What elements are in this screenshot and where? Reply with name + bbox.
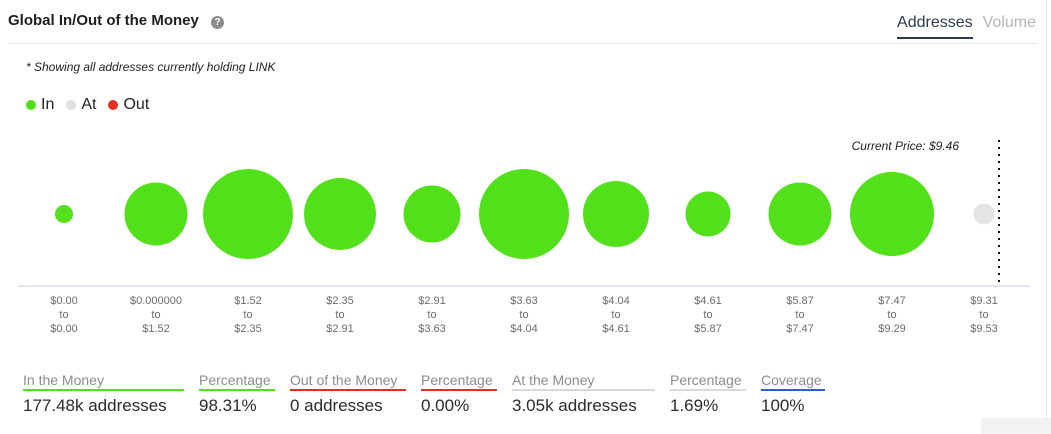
- range-label: to: [519, 309, 528, 321]
- range-label: to: [887, 309, 896, 321]
- bubble-at[interactable]: [973, 203, 995, 225]
- bubble-in[interactable]: [403, 185, 461, 243]
- bubble-in[interactable]: [203, 169, 293, 259]
- range-label: $7.47: [786, 323, 814, 335]
- stat-coverage: Coverage 100%: [761, 372, 825, 416]
- range-label: to: [979, 309, 988, 321]
- range-label: $4.04: [510, 323, 538, 335]
- range-label: to: [335, 309, 344, 321]
- range-label: $9.31: [970, 295, 998, 307]
- current-price-label: Current Price: $9.46: [852, 139, 960, 153]
- range-label: $4.61: [602, 323, 630, 335]
- stat-in-the-money: In the Money 177.48k addresses: [23, 372, 184, 416]
- legend: In At Out: [26, 96, 149, 114]
- range-label: to: [427, 309, 436, 321]
- stat-value: 98.31%: [199, 396, 257, 415]
- stat-value: 0.00%: [421, 396, 470, 415]
- holdings-note: * Showing all addresses currently holdin…: [26, 60, 276, 74]
- legend-dot-out: [108, 100, 119, 110]
- range-label: $4.04: [602, 295, 630, 307]
- range-label: to: [59, 309, 68, 321]
- bubble-in[interactable]: [768, 182, 832, 246]
- bubble-group: [55, 169, 995, 259]
- range-label: $7.47: [878, 295, 906, 307]
- legend-label-at: At: [81, 96, 97, 113]
- range-label: $0.00: [50, 295, 78, 307]
- range-label: to: [611, 309, 620, 321]
- bubble-in[interactable]: [850, 172, 934, 256]
- range-label: $5.87: [786, 295, 814, 307]
- range-label: $2.35: [234, 323, 262, 335]
- stat-label: Percentage: [421, 372, 497, 391]
- stat-value: 1.69%: [670, 396, 719, 415]
- range-label: $2.35: [326, 295, 354, 307]
- range-label: $3.63: [510, 295, 538, 307]
- page-title: Global In/Out of the Money: [8, 12, 199, 29]
- tab-addresses[interactable]: Addresses: [897, 14, 973, 39]
- stat-label: Percentage: [199, 372, 275, 391]
- iomap-bubble-chart: Current Price: $9.46 $0.00 to $0.00 $0.0000…: [18, 139, 1030, 335]
- bubble-in[interactable]: [124, 182, 188, 246]
- stat-value: 100%: [761, 396, 805, 415]
- range-label: $0.00: [50, 323, 78, 335]
- stat-label: Out of the Money: [290, 372, 406, 391]
- help-icon[interactable]: ?: [211, 16, 224, 29]
- stat-at-the-money: At the Money 3.05k addresses: [512, 372, 655, 416]
- range-label: $2.91: [326, 323, 354, 335]
- range-labels: $0.00 to $0.00 $0.000000 to $1.52 $1.52 to $2.35…: [50, 295, 998, 335]
- legend-dot-at: [66, 100, 77, 110]
- range-label: to: [703, 309, 712, 321]
- bubble-in[interactable]: [583, 181, 649, 247]
- legend-dot-in: [26, 100, 36, 110]
- stat-value: 0 addresses: [290, 396, 383, 415]
- bubble-in[interactable]: [304, 178, 376, 250]
- legend-label-out: Out: [123, 96, 150, 113]
- legend-item-out[interactable]: Out: [108, 96, 149, 114]
- bubble-in[interactable]: [479, 169, 569, 259]
- stat-label: Percentage: [670, 372, 746, 391]
- range-label: to: [151, 309, 160, 321]
- legend-item-at[interactable]: At: [66, 96, 96, 114]
- stat-value: 3.05k addresses: [512, 396, 637, 415]
- bubble-in[interactable]: [55, 205, 73, 223]
- range-label: $9.29: [878, 323, 906, 335]
- stat-in-percentage: Percentage 98.31%: [199, 372, 275, 416]
- range-label: to: [795, 309, 804, 321]
- stat-out-percentage: Percentage 0.00%: [421, 372, 497, 416]
- stat-value: 177.48k addresses: [23, 396, 167, 415]
- header-divider: [8, 43, 1038, 44]
- legend-label-in: In: [41, 96, 55, 113]
- range-label: to: [243, 309, 252, 321]
- bubble-in[interactable]: [685, 191, 731, 237]
- range-label: $3.63: [418, 323, 446, 335]
- stat-label: At the Money: [512, 372, 655, 391]
- tab-volume[interactable]: Volume: [982, 14, 1036, 31]
- stat-label: Coverage: [761, 372, 825, 391]
- range-label: $4.61: [694, 295, 722, 307]
- range-label: $2.91: [418, 295, 446, 307]
- legend-item-in[interactable]: In: [26, 96, 54, 114]
- range-label: $5.87: [694, 323, 722, 335]
- range-label: $1.52: [142, 323, 170, 335]
- range-label: $1.52: [234, 295, 262, 307]
- scroll-corner: [981, 418, 1051, 434]
- view-tabs: Addresses Volume: [897, 14, 1036, 39]
- range-label: $9.53: [970, 323, 998, 335]
- stat-label: In the Money: [23, 372, 184, 391]
- range-label: $0.000000: [130, 295, 182, 307]
- stat-out-of-the-money: Out of the Money 0 addresses: [290, 372, 406, 416]
- stat-at-percentage: Percentage 1.69%: [670, 372, 746, 416]
- stats-bar: In the Money 177.48k addresses Percentag…: [23, 372, 840, 416]
